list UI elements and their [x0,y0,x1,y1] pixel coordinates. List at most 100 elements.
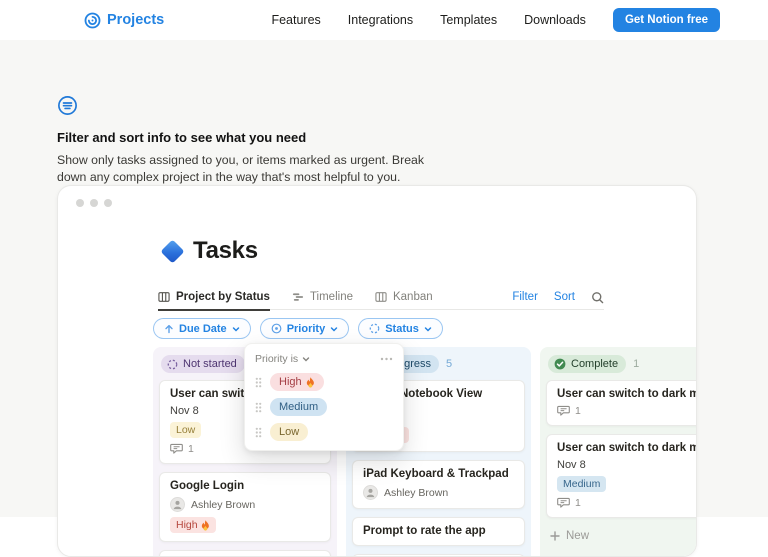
nav-item-integrations[interactable]: Integrations [347,13,414,27]
blue-diamond-icon [160,238,185,264]
priority-label: High [279,376,302,388]
tab-project-by-status[interactable]: Project by Status [158,286,270,309]
nav-item-downloads[interactable]: Downloads [524,13,586,27]
task-due-date: Nov 8 [170,405,199,417]
dropdown-header: Priority is [255,352,393,366]
filter-link[interactable]: Filter [512,291,538,303]
task-comments: 1 [170,443,320,455]
tab-kanban[interactable]: Kanban [375,286,433,309]
dropdown-rule-label[interactable]: Priority is [255,353,310,365]
dropdown-option-low[interactable]: Low [255,423,393,441]
dropdown-option-high[interactable]: High [255,373,393,391]
dashed-circle-icon [369,323,380,334]
priority-pill-low: Low [270,423,309,441]
window-dot [90,199,98,207]
dashed-circle-icon [167,359,178,370]
priority-label: Medium [279,401,319,413]
avatar [170,497,185,512]
tab-label: Timeline [309,290,353,303]
chip-due-date[interactable]: Due Date [153,318,251,339]
flame-icon [201,519,210,531]
app-window: Tasks Project by Status Timeline Kanban Fi… [57,185,697,557]
feature-heading: Filter and sort info to see what you nee… [57,130,307,145]
comment-count: 1 [188,443,194,455]
projects-logo-icon [84,12,101,29]
nav-item-templates[interactable]: Templates [440,13,498,27]
board-actions: Filter Sort [512,286,604,308]
task-card[interactable]: Prompt to rate the app [352,517,525,546]
column-count: 5 [446,358,453,370]
priority-pill-high: High [270,373,324,391]
task-comments: 1 [557,405,696,417]
search-icon[interactable] [591,291,604,304]
priority-filter-dropdown: Priority is High Medium Low [244,343,404,451]
tab-label: Kanban [392,290,433,303]
task-card[interactable]: User can switch to dark mode 1 [546,380,696,426]
logo-label: Projects [107,12,165,28]
task-card[interactable]: User can switch to dark mode Nov 8 Medium 1 [546,434,696,518]
kanban-board: Not started User can switch to dark mode N… [153,347,696,556]
comment-icon [557,405,570,417]
priority-pill-medium: Medium [270,398,328,416]
nav-item-features[interactable]: Features [271,13,321,27]
task-title: User can switch to dark mode [557,388,696,400]
task-card[interactable]: Anonymous user shouldn't be able [159,550,331,556]
sort-link[interactable]: Sort [553,291,575,303]
dropdown-option-medium[interactable]: Medium [255,398,393,416]
board-icon [375,291,387,303]
window-dot [76,199,84,207]
content-band: Filter and sort info to see what you nee… [0,40,768,557]
tag-low: Low [170,422,202,438]
feature-description: Show only tasks assigned to you, or item… [57,153,425,184]
task-due-date: Nov 8 [557,459,586,471]
task-card[interactable]: iPad Keyboard & Trackpad Ashley Brown [352,460,525,509]
column-name: Complete [571,358,619,370]
timeline-icon [292,291,304,303]
chip-status[interactable]: Status [358,318,443,339]
task-title: User can switch to dark mode [557,442,696,454]
task-assignee: Ashley Brown [170,497,320,512]
add-new-button[interactable]: New [546,526,696,544]
task-tags: High [170,517,320,533]
window-controls [76,199,112,207]
tab-timeline[interactable]: Timeline [292,286,353,309]
ellipsis-icon[interactable] [380,357,393,361]
window-dot [104,199,112,207]
comment-count: 1 [575,497,581,509]
column-status-pill[interactable]: Complete [548,355,627,373]
board-title-row: Tasks [160,237,258,265]
comment-count: 1 [575,405,581,417]
feature-blurb: Filter and sort info to see what you nee… [57,95,424,185]
task-card[interactable]: Google Login Ashley Brown High [159,472,331,542]
chip-priority[interactable]: Priority [259,318,350,339]
chip-label: Priority [286,322,326,335]
comment-icon [557,497,570,509]
assignee-name: Ashley Brown [191,498,256,511]
task-tags: Medium [557,476,696,492]
task-assignee: Ashley Brown [363,485,514,500]
task-comments: 1 [557,497,696,509]
drag-handle-icon[interactable] [255,377,262,388]
avatar [363,485,378,500]
column-header: Complete 1 [548,355,696,373]
filter-chips-row: Due Date Priority Status [153,318,443,339]
chevron-down-icon [302,357,310,362]
tag-medium: Medium [557,476,607,492]
column-status-pill[interactable]: Not started [161,355,245,373]
get-notion-free-button[interactable]: Get Notion free [612,8,720,32]
tag-high: High [170,517,216,533]
chip-label: Due Date [179,322,227,335]
chevron-down-icon [330,325,338,333]
drag-handle-icon[interactable] [255,427,262,438]
drag-handle-icon[interactable] [255,402,262,413]
board-title: Tasks [193,237,258,264]
target-icon [271,323,282,334]
projects-logo[interactable]: Projects [84,12,164,29]
flame-icon [306,376,315,388]
task-title: Prompt to rate the app [363,525,486,537]
chevron-down-icon [424,325,432,333]
task-title: Notebook View [400,388,483,400]
tag-label: Medium [563,478,601,490]
tab-label: Project by Status [176,290,270,303]
